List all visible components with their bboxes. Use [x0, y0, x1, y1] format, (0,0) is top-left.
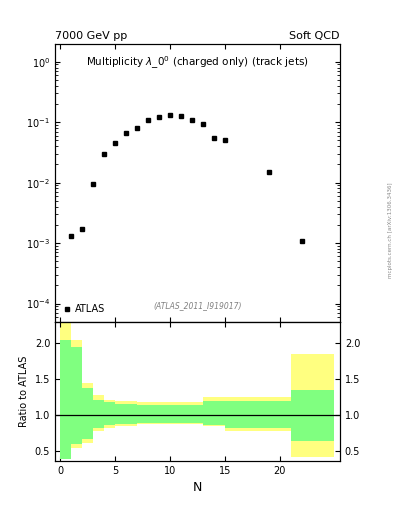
ATLAS — [146, 117, 151, 123]
Bar — [225, 397, 291, 431]
ATLAS — [69, 233, 74, 239]
Bar — [115, 404, 137, 424]
Bar — [94, 395, 104, 431]
Text: 7000 GeV pp: 7000 GeV pp — [55, 31, 127, 41]
Bar — [115, 401, 137, 426]
Bar — [203, 401, 225, 425]
ATLAS — [190, 117, 195, 123]
Text: Soft QCD: Soft QCD — [290, 31, 340, 41]
Y-axis label: Ratio to ATLAS: Ratio to ATLAS — [19, 355, 29, 427]
Bar — [291, 354, 334, 457]
Text: Multiplicity $\lambda\_0^0$ (charged only) (track jets): Multiplicity $\lambda\_0^0$ (charged onl… — [86, 55, 309, 71]
ATLAS — [135, 125, 140, 131]
Bar — [61, 340, 72, 459]
Legend: ATLAS: ATLAS — [60, 301, 108, 317]
ATLAS — [222, 137, 227, 143]
ATLAS — [91, 181, 96, 187]
ATLAS — [157, 114, 162, 120]
ATLAS — [102, 151, 107, 157]
Bar — [83, 388, 94, 439]
ATLAS — [168, 112, 173, 118]
ATLAS — [200, 120, 205, 126]
ATLAS — [299, 238, 304, 244]
X-axis label: N: N — [193, 481, 202, 494]
Bar — [104, 399, 115, 429]
Bar — [61, 318, 72, 459]
ATLAS — [124, 131, 129, 137]
Bar — [94, 399, 104, 428]
ATLAS — [113, 140, 118, 146]
Bar — [203, 397, 225, 426]
Text: mcplots.cern.ch [arXiv:1306.3436]: mcplots.cern.ch [arXiv:1306.3436] — [388, 183, 393, 278]
ATLAS — [179, 113, 184, 119]
Bar — [225, 401, 291, 429]
Bar — [104, 402, 115, 425]
Bar — [291, 390, 334, 441]
Bar — [137, 402, 203, 424]
Text: (ATLAS_2011_I919017): (ATLAS_2011_I919017) — [153, 302, 242, 311]
Bar — [72, 340, 83, 448]
Line: ATLAS: ATLAS — [69, 113, 304, 243]
Bar — [137, 406, 203, 422]
ATLAS — [211, 135, 216, 141]
Bar — [72, 347, 83, 444]
ATLAS — [80, 226, 85, 232]
Bar — [83, 383, 94, 443]
ATLAS — [266, 169, 271, 175]
